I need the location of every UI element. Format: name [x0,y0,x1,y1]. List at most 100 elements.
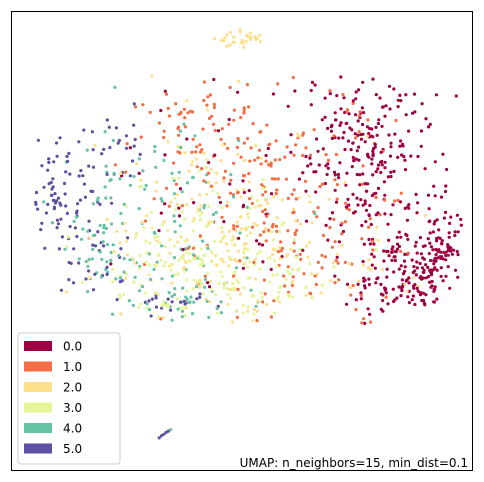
data-point-0-0 [396,98,400,102]
data-point-0-0 [374,93,378,97]
data-point-4-0 [50,221,55,225]
data-point-0-0 [354,157,358,161]
data-point-0-0 [289,133,293,137]
data-point-3-0 [204,224,208,228]
data-point-5-0 [105,265,109,269]
data-point-5-0 [195,297,199,301]
data-point-4-0 [153,231,157,235]
data-point-2-0 [225,44,229,48]
data-point-1-0 [354,136,358,140]
data-point-5-0 [78,198,83,202]
data-point-1-0 [351,283,355,288]
data-point-0-0 [429,258,433,263]
data-point-0-0 [441,152,445,156]
data-point-1-0 [232,108,236,112]
data-point-3-0 [201,262,205,266]
data-point-2-0 [166,140,170,144]
data-point-1-0 [235,315,239,319]
data-point-0-0 [377,118,381,122]
data-point-0-0 [435,297,439,301]
data-point-3-0 [148,241,152,245]
data-point-3-0 [213,239,217,243]
data-point-3-0 [271,273,275,277]
data-point-2-0 [196,207,200,211]
data-point-3-0 [220,275,224,279]
data-point-2-0 [64,290,69,294]
data-point-1-0 [255,319,259,323]
data-point-0-0 [385,267,389,271]
data-point-0-0 [439,266,443,270]
data-point-5-0 [198,292,202,296]
data-point-0-0 [397,244,401,249]
legend-label-3-0: 3.0 [63,401,82,415]
data-point-0-0 [428,241,432,245]
data-point-0-0 [362,284,367,288]
data-point-0-0 [415,251,419,255]
data-point-3-0 [66,235,70,239]
data-point-0-0 [109,262,113,266]
data-point-3-0 [250,293,254,298]
data-point-1-0 [265,123,269,127]
data-point-1-0 [256,156,260,160]
data-point-0-0 [452,248,456,252]
data-point-0-0 [423,167,427,171]
data-point-4-0 [180,315,184,319]
data-point-4-0 [313,212,317,216]
data-point-1-0 [292,249,296,253]
data-point-3-0 [137,267,141,271]
data-point-1-0 [292,210,296,214]
data-point-1-0 [280,246,284,250]
data-point-1-0 [334,152,338,157]
data-point-1-0 [164,92,168,96]
data-point-4-0 [191,176,195,180]
data-point-0-0 [383,193,387,197]
data-point-2-0 [118,241,122,245]
data-point-0-0 [368,242,372,246]
data-point-0-0 [228,182,232,186]
data-point-1-0 [182,107,186,111]
data-point-4-0 [103,130,107,134]
data-point-1-0 [360,321,364,325]
data-point-4-0 [72,219,76,224]
data-point-3-0 [196,254,200,258]
data-point-1-0 [259,130,263,134]
data-point-3-0 [273,259,277,263]
data-point-0-0 [351,192,355,196]
data-point-0-0 [424,263,428,267]
data-point-0-0 [375,133,379,137]
data-point-0-0 [329,129,333,133]
data-point-3-0 [259,291,263,295]
data-point-4-0 [172,256,177,260]
data-point-1-0 [261,209,265,214]
data-point-5-0 [132,123,136,127]
data-point-5-0 [65,211,69,215]
data-point-2-0 [140,220,145,224]
data-point-4-0 [160,199,164,203]
data-point-3-0 [241,303,245,307]
data-point-4-0 [193,134,197,138]
data-point-1-0 [245,137,250,141]
data-point-0-0 [428,270,433,274]
data-point-2-0 [242,45,246,49]
data-point-0-0 [424,276,428,280]
data-point-1-0 [347,208,351,212]
data-point-0-0 [429,245,433,249]
data-point-0-0 [410,258,414,262]
data-point-0-0 [355,196,359,200]
data-point-0-0 [418,261,422,266]
data-point-0-0 [395,247,399,251]
data-point-1-0 [143,219,148,223]
data-point-1-0 [220,127,224,131]
data-point-1-0 [200,167,204,171]
data-point-3-0 [160,223,164,227]
data-point-5-0 [150,297,154,301]
data-point-0-0 [338,161,342,165]
data-point-2-0 [183,151,187,155]
data-point-2-0 [192,217,196,221]
data-point-3-0 [246,305,250,309]
data-point-1-0 [250,201,254,206]
legend-swatch-1-0 [24,361,52,372]
data-point-0-0 [359,291,363,295]
data-point-0-0 [419,252,423,256]
data-point-3-0 [149,210,153,214]
